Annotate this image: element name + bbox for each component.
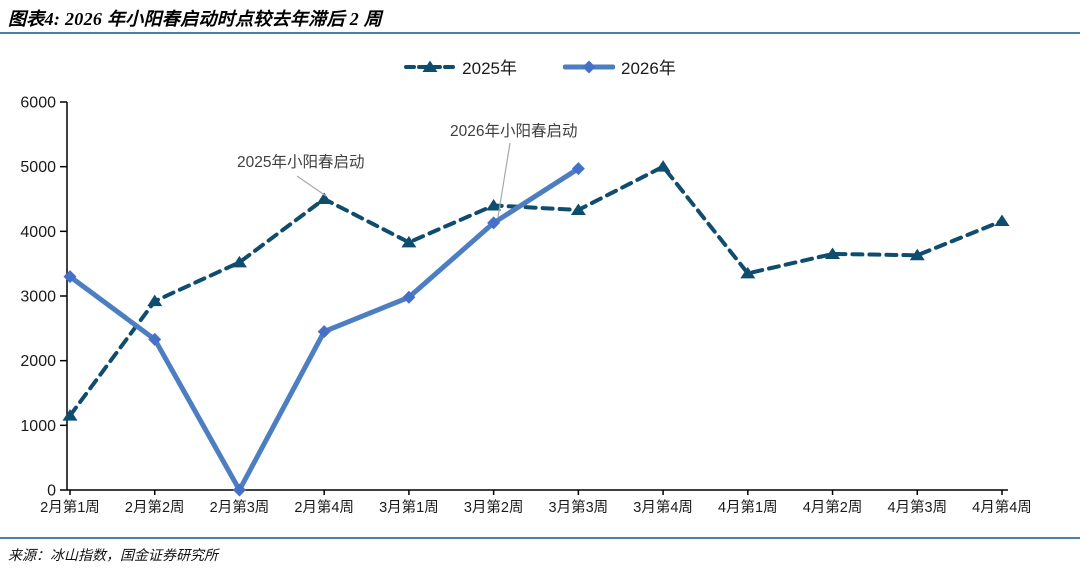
legend-label-2026: 2026年	[621, 59, 676, 78]
chart-series	[62, 160, 1010, 497]
annotation-leader-2026	[497, 142, 511, 218]
x-tick-label: 3月第4周	[633, 498, 693, 516]
x-tick-label: 3月第1周	[379, 498, 439, 516]
dashed-triangle-line-icon	[404, 60, 457, 72]
diamond-marker	[232, 483, 246, 497]
solid-diamond-line-icon	[563, 60, 615, 73]
y-tick-label: 2000	[20, 353, 56, 370]
series-line-2025年	[68, 164, 1004, 418]
annotation-leader-2025	[296, 175, 327, 197]
diamond-marker	[487, 216, 501, 230]
x-tick-label: 4月第2周	[803, 498, 863, 516]
diamond-marker	[63, 270, 77, 284]
x-tick-label: 4月第3周	[887, 498, 947, 516]
x-tick-label: 3月第3周	[549, 498, 609, 516]
x-tick-label: 4月第4周	[972, 498, 1032, 516]
x-tick-label: 2月第3周	[210, 498, 270, 516]
footer-divider	[0, 537, 1080, 539]
diamond-marker	[317, 325, 331, 339]
y-tick-label: 6000	[20, 95, 56, 112]
chart-title: 图表4: 2026 年小阳春启动时点较去年滞后 2 周	[8, 9, 383, 29]
legend-item-2026: 2026年	[563, 54, 676, 79]
legend-label-2025: 2025年	[462, 59, 517, 78]
series-2025年	[62, 160, 1010, 421]
triangle-marker	[570, 203, 586, 215]
x-tick-label: 2月第2周	[125, 498, 185, 516]
triangle-marker	[62, 409, 78, 421]
triangle-marker	[994, 214, 1010, 226]
chart-axes: 0 1000 2000 3000 4000 5000 6000 2月第1周 2月第2周 2月第3周…	[20, 95, 1031, 517]
y-tick-label: 4000	[20, 224, 56, 241]
legend-marker-2025年	[422, 60, 438, 72]
x-tick-label: 2月第1周	[40, 498, 100, 516]
triangle-marker	[486, 198, 502, 211]
annotation-2025: 2025年小阳春启动	[237, 153, 364, 171]
y-tick-label: 1000	[20, 418, 56, 435]
x-tick-label: 3月第2周	[464, 498, 524, 516]
triangle-marker	[147, 294, 163, 307]
triangle-marker	[655, 160, 671, 172]
triangle-marker	[909, 248, 925, 261]
series-2026年	[63, 162, 585, 497]
legend-item-2025: 2025年	[404, 54, 517, 79]
chart-legend: 2025年 2026年	[0, 54, 1080, 79]
x-tick-label: 4月第1周	[718, 498, 778, 516]
triangle-marker	[231, 255, 247, 268]
chart-annotations: 2025年小阳春启动 2026年小阳春启动	[237, 122, 577, 218]
source-note: 来源：冰山指数，国金证券研究所	[8, 549, 218, 564]
triangle-marker	[740, 266, 756, 279]
y-tick-label: 0	[47, 483, 56, 500]
legend-marker-2026年	[582, 60, 596, 73]
triangle-marker	[401, 235, 417, 248]
annotation-2026: 2026年小阳春启动	[450, 122, 577, 140]
title-divider	[0, 32, 1080, 34]
triangle-marker	[825, 247, 841, 259]
y-tick-label: 3000	[20, 289, 56, 306]
y-tick-label: 5000	[20, 159, 56, 176]
diamond-marker	[402, 290, 416, 304]
triangle-marker	[316, 192, 332, 204]
x-tick-label: 2月第4周	[294, 498, 354, 516]
diamond-marker	[148, 332, 162, 346]
diamond-marker	[571, 162, 585, 176]
